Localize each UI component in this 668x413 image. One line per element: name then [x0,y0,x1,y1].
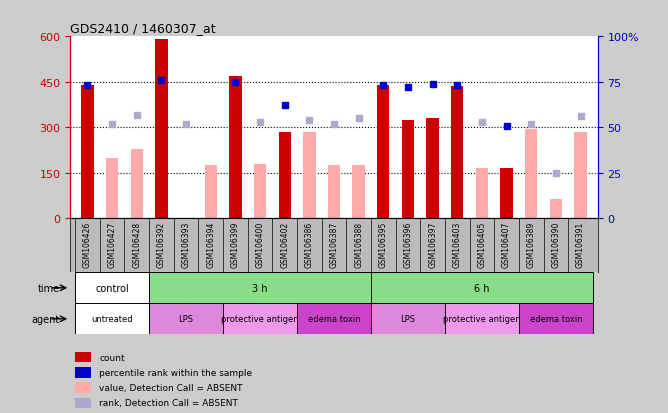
Text: GSM106387: GSM106387 [329,221,339,268]
Text: LPS: LPS [178,315,194,323]
Bar [149,304,223,335]
Bar [550,199,562,219]
Bar [525,130,538,219]
Text: control: control [95,283,129,293]
Bar [328,166,340,219]
Text: GSM106403: GSM106403 [453,221,462,268]
Bar [476,169,488,219]
Text: GSM106407: GSM106407 [502,221,511,268]
Text: GSM106405: GSM106405 [478,221,486,268]
Text: GSM106393: GSM106393 [182,221,190,268]
Bar [204,166,217,219]
Bar [229,76,242,219]
Text: agent: agent [31,314,59,324]
Bar [149,273,371,304]
Bar [377,85,389,219]
Text: 3 h: 3 h [253,283,268,293]
Bar [371,273,593,304]
Bar [106,158,118,219]
Bar [451,87,464,219]
Text: GSM106426: GSM106426 [83,221,92,268]
Bar [75,398,92,408]
Bar [297,304,371,335]
Bar [500,169,513,219]
Bar [519,304,593,335]
Bar [426,119,439,219]
Text: GSM106397: GSM106397 [428,221,437,268]
Text: GSM106396: GSM106396 [403,221,412,268]
Bar [402,121,414,219]
Bar [155,40,168,219]
Text: GSM106394: GSM106394 [206,221,215,268]
Text: GSM106400: GSM106400 [256,221,265,268]
Text: GSM106386: GSM106386 [305,221,314,268]
Text: GSM106395: GSM106395 [379,221,388,268]
Bar [303,133,315,219]
Text: GSM106388: GSM106388 [354,221,363,268]
Text: untreated: untreated [92,315,133,323]
Text: GSM106399: GSM106399 [231,221,240,268]
Bar [75,273,149,304]
Bar [223,304,297,335]
Bar [574,133,587,219]
Text: GSM106427: GSM106427 [108,221,116,268]
Text: edema toxin: edema toxin [308,315,360,323]
Text: rank, Detection Call = ABSENT: rank, Detection Call = ABSENT [99,399,238,407]
Text: GSM106389: GSM106389 [527,221,536,268]
Bar [75,352,92,363]
Bar [81,85,94,219]
Text: GSM106428: GSM106428 [132,221,141,268]
Bar [254,164,266,219]
Bar [75,367,92,378]
Text: value, Detection Call = ABSENT: value, Detection Call = ABSENT [99,383,242,392]
Text: 6 h: 6 h [474,283,490,293]
Bar [279,133,291,219]
Text: edema toxin: edema toxin [530,315,582,323]
Text: time: time [37,283,59,293]
Bar [353,166,365,219]
Text: GSM106392: GSM106392 [157,221,166,268]
Bar [371,304,445,335]
Text: LPS: LPS [401,315,415,323]
Bar [75,304,149,335]
Bar [75,382,92,393]
Text: GSM106391: GSM106391 [576,221,585,268]
Bar [130,149,143,219]
Text: percentile rank within the sample: percentile rank within the sample [99,368,253,377]
Bar [445,304,519,335]
Text: GSM106402: GSM106402 [280,221,289,268]
Text: protective antigen: protective antigen [443,315,521,323]
Text: GSM106390: GSM106390 [552,221,560,268]
Text: count: count [99,353,125,362]
Text: GDS2410 / 1460307_at: GDS2410 / 1460307_at [70,21,216,35]
Text: protective antigen: protective antigen [221,315,299,323]
